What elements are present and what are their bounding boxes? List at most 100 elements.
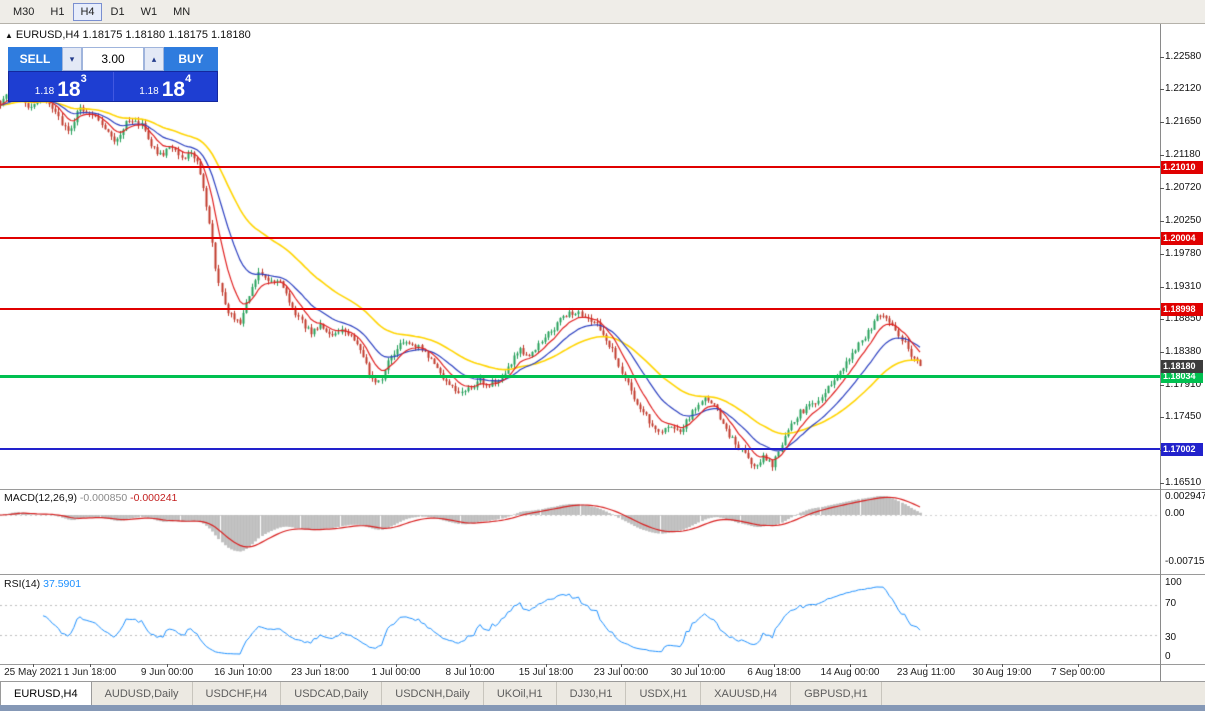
- price-axis-label: 1.20250: [1165, 214, 1202, 226]
- timeframe-button-h4[interactable]: H4: [73, 2, 102, 21]
- price-axis-label: 1.19310: [1165, 280, 1202, 292]
- time-axis-label: 6 Aug 18:00: [747, 667, 801, 678]
- buy-quote[interactable]: 1.18 18 4: [114, 72, 218, 101]
- time-axis-tick: [621, 664, 622, 667]
- price-level-tag: 1.21010: [1161, 161, 1203, 174]
- price-axis-tick: [1160, 155, 1164, 156]
- horizontal-level-line[interactable]: [0, 166, 1160, 168]
- quote-divider: [112, 72, 114, 101]
- chart-tab-ukoil[interactable]: UKOil,H1: [484, 682, 557, 705]
- price-axis-tick: [1160, 122, 1164, 123]
- chart-tab-gbpusd[interactable]: GBPUSD,H1: [791, 682, 882, 705]
- time-axis-label: 25 May 2021: [4, 667, 62, 678]
- sell-quote-prefix: 1.18: [34, 86, 55, 97]
- time-axis-tick: [1002, 664, 1003, 667]
- trade-controls-row: SELL ▾ ▴ BUY: [8, 47, 218, 71]
- price-axis-label: 1.21180: [1165, 149, 1201, 161]
- rsi-value: 37.5901: [43, 578, 82, 590]
- price-axis-tick: [1160, 483, 1164, 484]
- caret-down-icon: ▾: [69, 53, 75, 64]
- price-axis-label: 1.18850: [1165, 312, 1202, 324]
- rsi-axis-label: 70: [1165, 598, 1177, 609]
- chart-tab-usdcad[interactable]: USDCAD,Daily: [281, 682, 383, 705]
- price-axis-tick: [1160, 221, 1164, 222]
- sell-quote-sup: 3: [80, 73, 87, 85]
- price-axis-tick: [1160, 417, 1164, 418]
- chart-tab-usdchf[interactable]: USDCHF,H4: [193, 682, 282, 705]
- price-axis-label: 1.21650: [1165, 116, 1202, 128]
- price-level-tag: 1.17002: [1161, 443, 1203, 456]
- chart-tab-dj30[interactable]: DJ30,H1: [557, 682, 627, 705]
- lot-increase-button[interactable]: ▴: [144, 47, 164, 71]
- time-axis-tick: [850, 664, 851, 667]
- price-axis-label: 1.22580: [1165, 51, 1202, 62]
- price-level-tag: 1.20004: [1161, 232, 1203, 245]
- time-axis-label: 1 Jul 00:00: [371, 667, 421, 678]
- time-axis-label: 30 Jul 10:00: [670, 667, 726, 678]
- time-axis-tick: [167, 664, 168, 667]
- symbol-ohlc-text: EURUSD,H4 1.18175 1.18180 1.18175 1.1818…: [15, 29, 251, 41]
- macd-signal-value: -0.000241: [130, 492, 178, 504]
- timeframe-button-w1[interactable]: W1: [140, 5, 158, 18]
- timeframe-button-m30[interactable]: M30: [13, 5, 35, 18]
- price-axis-tick: [1160, 188, 1164, 189]
- lot-dropdown-button[interactable]: ▾: [62, 47, 82, 71]
- horizontal-level-line[interactable]: [0, 237, 1160, 239]
- buy-quote-big: 18: [161, 78, 186, 101]
- macd-axis-label: 0.002947: [1165, 491, 1205, 502]
- caret-up-icon: ▴: [151, 53, 157, 64]
- macd-panel-canvas[interactable]: [0, 490, 1160, 574]
- price-axis-tick: [1160, 319, 1164, 320]
- price-level-tag: 1.18034: [1161, 370, 1203, 383]
- macd-axis-label: 0.00: [1165, 508, 1185, 519]
- rsi-axis-label: 100: [1165, 577, 1182, 588]
- chart-tab-usdcnh[interactable]: USDCNH,Daily: [382, 682, 484, 705]
- time-axis-tick: [546, 664, 547, 667]
- macd-name: MACD(12,26,9): [4, 492, 77, 504]
- time-axis-label: 23 Jun 18:00: [291, 667, 349, 678]
- buy-button[interactable]: BUY: [164, 47, 218, 71]
- timeframe-button-h1[interactable]: H1: [50, 5, 65, 18]
- horizontal-level-line[interactable]: [0, 308, 1160, 310]
- time-axis-label: 1 Jun 18:00: [63, 667, 117, 678]
- macd-label: MACD(12,26,9) -0.000850 -0.000241: [4, 492, 177, 504]
- time-axis-label: 23 Jul 00:00: [593, 667, 649, 678]
- price-axis-tick: [1160, 287, 1164, 288]
- time-axis-label: 16 Jun 10:00: [214, 667, 272, 678]
- time-axis-tick: [90, 664, 91, 667]
- price-axis-tick: [1160, 385, 1164, 386]
- rsi-panel-canvas[interactable]: [0, 575, 1160, 664]
- lot-size-input[interactable]: [82, 47, 144, 71]
- price-axis-label: 1.18380: [1165, 345, 1202, 357]
- horizontal-level-line[interactable]: [0, 448, 1160, 450]
- chart-tab-usdx[interactable]: USDX,H1: [626, 682, 702, 705]
- price-level-tag: 1.18998: [1161, 303, 1203, 316]
- time-axis-tick: [926, 664, 927, 667]
- price-axis-label: 1.17450: [1165, 411, 1202, 423]
- time-axis-tick: [1078, 664, 1079, 667]
- horizontal-level-line[interactable]: [0, 375, 1160, 378]
- price-axis-label: 1.19780: [1165, 247, 1202, 259]
- price-axis-label: 1.22120: [1165, 83, 1202, 95]
- rsi-axis-label: 30: [1165, 632, 1177, 643]
- price-axis-label: 1.16510: [1165, 477, 1202, 489]
- chart-tab-eurusd[interactable]: EURUSD,H4: [0, 682, 92, 705]
- timeframe-button-d1[interactable]: D1: [110, 5, 125, 18]
- time-axis-label: 15 Jul 18:00: [518, 667, 574, 678]
- time-axis-separator: [0, 664, 1205, 665]
- quote-row: 1.18 18 3 1.18 18 4: [8, 71, 218, 102]
- current-price-tag: 1.18180: [1161, 360, 1203, 373]
- sell-button[interactable]: SELL: [8, 47, 62, 71]
- time-axis-tick: [33, 664, 34, 667]
- time-axis-tick: [774, 664, 775, 667]
- time-axis-tick: [470, 664, 471, 667]
- timeframe-button-mn[interactable]: MN: [173, 5, 191, 18]
- chart-tab-xauusd[interactable]: XAUUSD,H4: [701, 682, 792, 705]
- sell-quote[interactable]: 1.18 18 3: [9, 72, 113, 101]
- chart-tab-audusd[interactable]: AUDUSD,Daily: [92, 682, 193, 705]
- time-axis-tick: [698, 664, 699, 667]
- price-axis-tick: [1160, 57, 1164, 58]
- price-axis-label: 1.17910: [1165, 378, 1202, 390]
